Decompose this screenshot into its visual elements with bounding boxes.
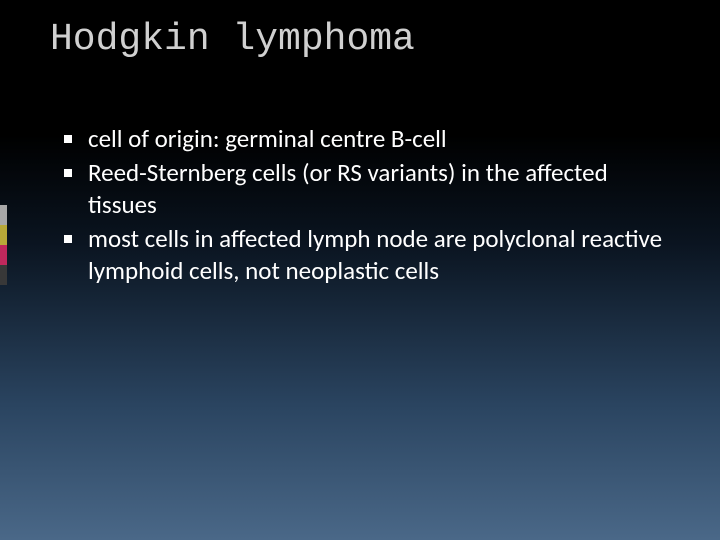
accent-bar-1 <box>0 205 7 225</box>
accent-bar-2 <box>0 225 7 245</box>
bullet-item: Reed-Sternberg cells (or RS variants) in… <box>64 157 670 221</box>
accent-bar-4 <box>0 265 7 285</box>
slide-title: Hodgkin lymphoma <box>50 18 670 61</box>
slide-container: Hodgkin lymphoma cell of origin: germina… <box>0 0 720 540</box>
bullet-list: cell of origin: germinal centre B-cell R… <box>50 123 670 287</box>
accent-bar-3 <box>0 245 7 265</box>
bullet-item: most cells in affected lymph node are po… <box>64 223 670 287</box>
accent-bars <box>0 205 7 285</box>
bullet-item: cell of origin: germinal centre B-cell <box>64 123 670 155</box>
